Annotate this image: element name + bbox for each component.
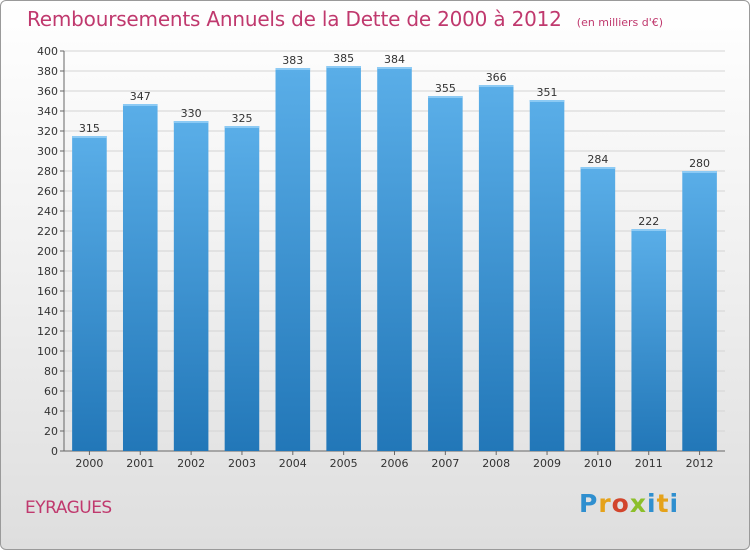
y-tick-label: 160 xyxy=(37,285,58,298)
y-tick-label: 320 xyxy=(37,125,58,138)
y-tick-label: 60 xyxy=(44,385,58,398)
data-label: 325 xyxy=(231,112,252,125)
y-tick-label: 220 xyxy=(37,225,58,238)
chart-title-text: Remboursements Annuels de la Dette de 20… xyxy=(27,7,562,31)
x-tick-label: 2003 xyxy=(228,457,256,470)
bar xyxy=(529,100,565,451)
x-tick-label: 2012 xyxy=(686,457,714,470)
bar xyxy=(478,85,514,451)
y-tick-label: 0 xyxy=(51,445,58,458)
data-label: 355 xyxy=(435,82,456,95)
bar xyxy=(631,229,667,451)
y-tick-label: 380 xyxy=(37,65,58,78)
data-label: 284 xyxy=(587,153,608,166)
chart-title: Remboursements Annuels de la Dette de 20… xyxy=(27,7,663,31)
data-label: 330 xyxy=(181,107,202,120)
bar-highlight xyxy=(326,66,361,68)
x-tick-label: 2009 xyxy=(533,457,561,470)
bar-highlight xyxy=(428,96,463,98)
data-label: 347 xyxy=(130,90,151,103)
y-tick-label: 240 xyxy=(37,205,58,218)
x-tick-label: 2011 xyxy=(635,457,663,470)
bar-highlight xyxy=(275,68,311,70)
logo-letter: o xyxy=(611,489,630,518)
data-label: 280 xyxy=(689,157,710,170)
y-tick-label: 260 xyxy=(37,185,58,198)
y-tick-label: 40 xyxy=(44,405,58,418)
data-label: 351 xyxy=(537,86,558,99)
y-tick-label: 280 xyxy=(37,165,58,178)
bars xyxy=(72,66,717,451)
y-tick-label: 140 xyxy=(37,305,58,318)
x-tick-label: 2002 xyxy=(177,457,205,470)
logo-letter: P xyxy=(579,489,599,518)
logo-letter: i xyxy=(647,489,657,518)
bar xyxy=(122,104,158,451)
data-label: 222 xyxy=(638,215,659,228)
x-tick-label: 2005 xyxy=(330,457,358,470)
bar-highlight xyxy=(580,167,616,169)
bar-highlight xyxy=(631,229,667,231)
x-tick-label: 2006 xyxy=(381,457,409,470)
bar xyxy=(275,68,311,451)
x-tick-label: 2008 xyxy=(482,457,510,470)
bar xyxy=(326,66,361,451)
y-tick-label: 400 xyxy=(37,45,58,58)
data-label: 384 xyxy=(384,53,405,66)
axes: 0204060801001201401601802002202402602803… xyxy=(37,45,725,470)
y-tick-label: 200 xyxy=(37,245,58,258)
bar-highlight xyxy=(529,100,565,102)
proxiti-logo: Proxiti xyxy=(579,489,679,518)
y-tick-label: 100 xyxy=(37,345,58,358)
y-tick-label: 340 xyxy=(37,105,58,118)
location-label: EYRAGUES xyxy=(25,498,112,518)
x-tick-label: 2004 xyxy=(279,457,307,470)
y-tick-label: 80 xyxy=(44,365,58,378)
data-label: 315 xyxy=(79,122,100,135)
bar xyxy=(682,171,717,451)
bar-highlight xyxy=(377,67,412,69)
logo-letter: i xyxy=(669,489,680,518)
bar-highlight xyxy=(173,121,209,123)
data-labels: 315 347 330 325 383 385 384 355 366 351 284 222 280 xyxy=(79,52,710,228)
data-label: 383 xyxy=(282,54,303,67)
y-tick-label: 120 xyxy=(37,325,58,338)
bar xyxy=(580,167,616,451)
bar-highlight xyxy=(122,104,158,106)
logo-letter: r xyxy=(598,489,612,518)
data-label: 366 xyxy=(486,71,507,84)
bar xyxy=(173,121,209,451)
chart-unit: (en milliers d'€) xyxy=(576,16,664,29)
x-tick-label: 2010 xyxy=(584,457,612,470)
data-label: 385 xyxy=(333,52,354,65)
bar-highlight xyxy=(682,171,717,173)
bar xyxy=(377,67,412,451)
y-tick-label: 360 xyxy=(37,85,58,98)
bar-highlight xyxy=(72,136,107,138)
bar xyxy=(428,96,463,451)
bar-highlight xyxy=(224,126,260,128)
x-tick-label: 2001 xyxy=(126,457,154,470)
bar xyxy=(224,126,260,451)
x-tick-label: 2000 xyxy=(75,457,103,470)
y-tick-label: 180 xyxy=(37,265,58,278)
y-tick-label: 300 xyxy=(37,145,58,158)
bar xyxy=(72,136,107,451)
x-tick-label: 2007 xyxy=(431,457,459,470)
y-tick-label: 20 xyxy=(44,425,58,438)
logo-letter: x xyxy=(629,489,647,518)
bar-highlight xyxy=(478,85,514,87)
logo-letter: t xyxy=(656,489,670,518)
